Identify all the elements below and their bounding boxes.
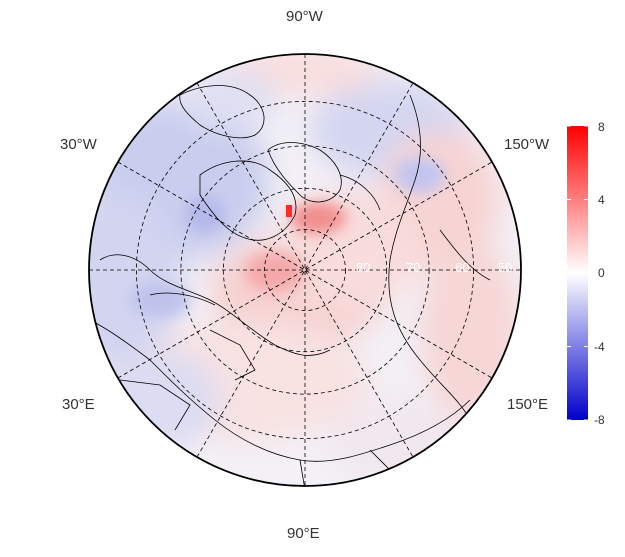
colorbar-tick-label: -8 [594,413,605,427]
parallel-label-50: 50 [498,260,513,275]
label-30e: 30°E [62,396,95,413]
colorbar-ticks [567,125,588,421]
map-frame [88,53,522,487]
graticule [89,54,521,486]
parallel-label-80: 80 [356,260,371,275]
label-150w: 150°W [504,136,550,153]
label-90e: 90°E [287,525,320,542]
colorbar [567,126,588,420]
parallel-50 [135,100,475,440]
meridian-line [117,161,493,379]
label-30w: 30°W [60,136,97,153]
colorbar-tick-label: 8 [598,120,605,134]
colorbar-tick-label: -4 [594,340,605,354]
meridian-line [196,82,414,458]
label-90w: 90°W [286,8,323,25]
colorbar-tick-label: 4 [598,193,605,207]
coastlines [89,85,491,486]
parallel-label-70: 70 [406,260,421,275]
parallel-label-60: 60 [455,260,470,275]
meridian-line [196,82,414,458]
meridian-line [117,161,493,379]
colorbar-tick-label: 0 [598,266,605,280]
label-150e: 150°E [507,396,549,413]
